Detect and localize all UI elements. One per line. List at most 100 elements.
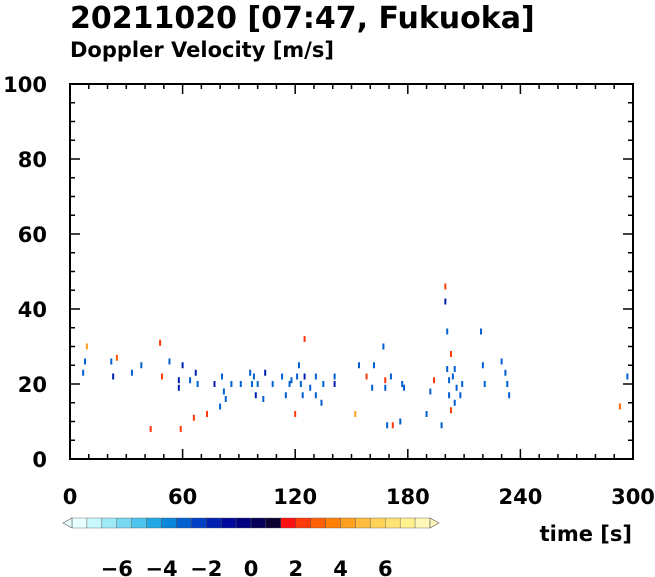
data-point xyxy=(82,369,85,376)
data-point xyxy=(130,369,133,376)
data-point xyxy=(85,343,88,350)
data-point xyxy=(354,411,357,417)
colorbar-swatch xyxy=(161,517,177,529)
data-point xyxy=(481,362,484,369)
chart-subtitle: Doppler Velocity [m/s] xyxy=(70,38,334,62)
colorbar-min-arrow xyxy=(62,517,73,529)
colorbar xyxy=(62,517,440,529)
axis-ticks xyxy=(69,83,634,460)
data-point xyxy=(483,381,486,387)
data-point xyxy=(440,422,443,429)
data-point xyxy=(320,399,323,406)
data-point xyxy=(189,377,192,384)
colorbar-swatch xyxy=(235,517,252,529)
data-point xyxy=(254,392,257,399)
colorbar-swatch xyxy=(295,517,311,529)
colorbar-max-arrow xyxy=(429,517,440,529)
colorbar-swatch xyxy=(280,517,296,529)
data-point xyxy=(192,414,195,421)
y-axis-tick-labels: 0 20 40 60 80 100 xyxy=(3,73,47,472)
data-point xyxy=(110,358,113,365)
data-point xyxy=(177,377,180,384)
data-point xyxy=(449,351,452,357)
data-point xyxy=(391,422,394,429)
colorbar-tick-label: −2 xyxy=(190,557,222,577)
data-point xyxy=(177,384,180,391)
y-tick-label: 40 xyxy=(18,298,47,322)
data-point xyxy=(448,392,451,399)
y-tick-label: 20 xyxy=(18,373,47,397)
colorbar-swatch xyxy=(86,517,103,529)
colorbar-tick-label: −6 xyxy=(101,557,133,577)
colorbar-swatch xyxy=(116,517,132,529)
data-point xyxy=(213,381,216,387)
data-point xyxy=(249,369,252,376)
data-point xyxy=(205,411,208,417)
data-point xyxy=(451,373,454,380)
colorbar-swatch xyxy=(206,517,222,529)
colorbar-swatch xyxy=(399,517,416,529)
data-point xyxy=(455,384,458,391)
colorbar-swatch xyxy=(71,517,88,529)
data-point xyxy=(358,362,361,369)
data-point xyxy=(399,418,402,425)
data-point xyxy=(504,369,507,376)
data-point xyxy=(446,366,449,372)
data-point xyxy=(159,339,162,346)
colorbar-swatch xyxy=(325,517,341,529)
colorbar-tick-labels: −6 −4 −2 0 2 4 6 xyxy=(101,557,393,577)
data-point xyxy=(322,381,325,387)
data-point xyxy=(149,426,152,432)
colorbar-swatch xyxy=(414,517,431,529)
data-point xyxy=(314,373,317,380)
data-point xyxy=(271,381,274,387)
data-point xyxy=(196,381,199,387)
data-point xyxy=(433,377,436,384)
data-point xyxy=(384,377,387,384)
x-tick-label: 180 xyxy=(386,485,430,509)
data-point xyxy=(425,411,428,417)
colorbar-swatch xyxy=(340,517,356,529)
x-tick-label: 240 xyxy=(498,485,542,509)
plot-frame xyxy=(69,83,634,460)
y-tick-label: 0 xyxy=(32,448,47,472)
data-point xyxy=(314,392,317,399)
data-point xyxy=(453,399,456,406)
data-point xyxy=(179,426,182,432)
data-point xyxy=(444,298,447,305)
data-point xyxy=(401,381,404,387)
data-point xyxy=(140,362,143,369)
colorbar-swatch xyxy=(310,517,326,529)
data-point xyxy=(251,381,254,387)
data-point xyxy=(264,369,267,376)
colorbar-swatch xyxy=(176,517,192,529)
data-point xyxy=(219,403,222,410)
data-point xyxy=(303,336,306,342)
colorbar-swatch xyxy=(131,517,147,529)
data-point xyxy=(446,328,449,335)
y-tick-label: 80 xyxy=(18,148,47,172)
x-axis-tick-labels: 0 60 120 180 240 300 xyxy=(63,485,655,509)
data-point xyxy=(168,358,171,365)
x-tick-label: 60 xyxy=(168,485,197,509)
x-axis-label: time [s] xyxy=(540,522,632,546)
data-point xyxy=(160,373,163,380)
colorbar-tick-label: 0 xyxy=(244,557,259,577)
data-points xyxy=(82,283,629,432)
colorbar-tick-label: 4 xyxy=(333,557,348,577)
colorbar-swatch xyxy=(385,517,401,529)
data-point xyxy=(256,381,259,387)
y-tick-label: 100 xyxy=(3,73,47,97)
data-point xyxy=(115,354,118,361)
data-point xyxy=(365,373,368,380)
data-point xyxy=(297,362,300,369)
colorbar-tick-label: −4 xyxy=(145,557,177,577)
colorbar-swatch xyxy=(250,517,267,529)
x-tick-label: 0 xyxy=(63,485,78,509)
data-point xyxy=(453,366,456,372)
data-point xyxy=(448,377,451,384)
data-point xyxy=(112,373,115,380)
data-point xyxy=(479,328,482,335)
x-tick-label: 120 xyxy=(273,485,317,509)
